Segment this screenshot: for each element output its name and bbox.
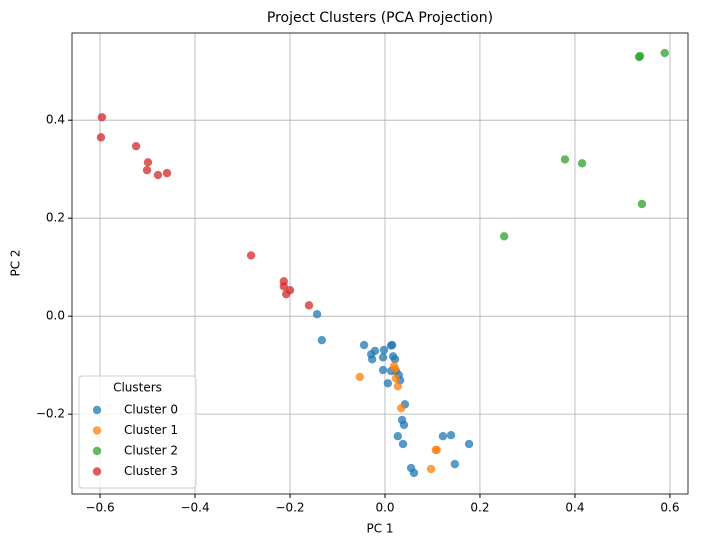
point <box>390 355 400 364</box>
point <box>438 431 448 441</box>
point <box>378 353 388 362</box>
point <box>432 445 441 455</box>
x-tick-label: −0.6 <box>85 501 114 515</box>
point <box>131 141 141 151</box>
point <box>317 335 327 345</box>
point <box>379 345 389 355</box>
point <box>96 133 106 142</box>
x-tick-label: 0.2 <box>470 501 489 515</box>
chart-title: Project Clusters (PCA Projection) <box>267 10 493 26</box>
point <box>386 341 396 350</box>
point <box>370 346 380 356</box>
legend-label: Cluster 0 <box>124 403 178 417</box>
point <box>560 155 570 164</box>
point <box>399 420 409 430</box>
point <box>660 48 669 58</box>
point <box>367 355 377 364</box>
point <box>499 232 509 241</box>
point <box>312 310 322 319</box>
plot-frame <box>71 32 689 495</box>
point <box>426 464 436 474</box>
point <box>396 404 406 413</box>
point <box>393 431 403 441</box>
y-axis-label: PC 2 <box>9 249 23 276</box>
point <box>637 199 647 209</box>
x-tick-label: 0.6 <box>660 501 679 515</box>
y-tick-label: −0.2 <box>36 407 65 421</box>
legend-box <box>78 375 197 489</box>
point <box>355 372 365 382</box>
point <box>279 282 289 291</box>
point <box>378 365 388 375</box>
legend-label: Cluster 1 <box>124 423 178 437</box>
point <box>143 158 153 167</box>
point <box>383 379 393 388</box>
point <box>153 170 163 180</box>
legend-title: Clusters <box>113 381 162 395</box>
point <box>409 468 419 478</box>
point <box>162 168 172 178</box>
point <box>142 165 152 175</box>
legend-label: Cluster 2 <box>124 444 178 458</box>
x-tick-label: 0.0 <box>375 501 394 515</box>
x-tick-label: 0.4 <box>565 501 584 515</box>
point <box>398 439 408 449</box>
legend-marker <box>92 467 102 476</box>
y-tick-label: 0.2 <box>46 211 65 225</box>
x-tick-label: −0.2 <box>275 501 304 515</box>
point <box>97 113 107 122</box>
point <box>393 382 403 391</box>
legend-marker <box>92 405 102 415</box>
y-tick-label: 0.4 <box>46 113 65 127</box>
point <box>446 431 456 440</box>
x-tick-label: −0.4 <box>180 501 209 515</box>
x-axis-label: PC 1 <box>366 522 393 536</box>
point <box>450 459 460 469</box>
legend-marker <box>92 426 102 435</box>
point <box>304 301 314 310</box>
legend-label: Cluster 3 <box>124 464 178 478</box>
point <box>246 251 256 260</box>
point <box>359 340 369 350</box>
legend-marker <box>92 446 102 456</box>
point <box>464 439 474 449</box>
y-tick-label: 0.0 <box>46 309 65 323</box>
point <box>285 285 295 295</box>
point <box>634 52 644 62</box>
point <box>577 159 587 168</box>
point <box>391 374 401 383</box>
point <box>390 364 400 374</box>
